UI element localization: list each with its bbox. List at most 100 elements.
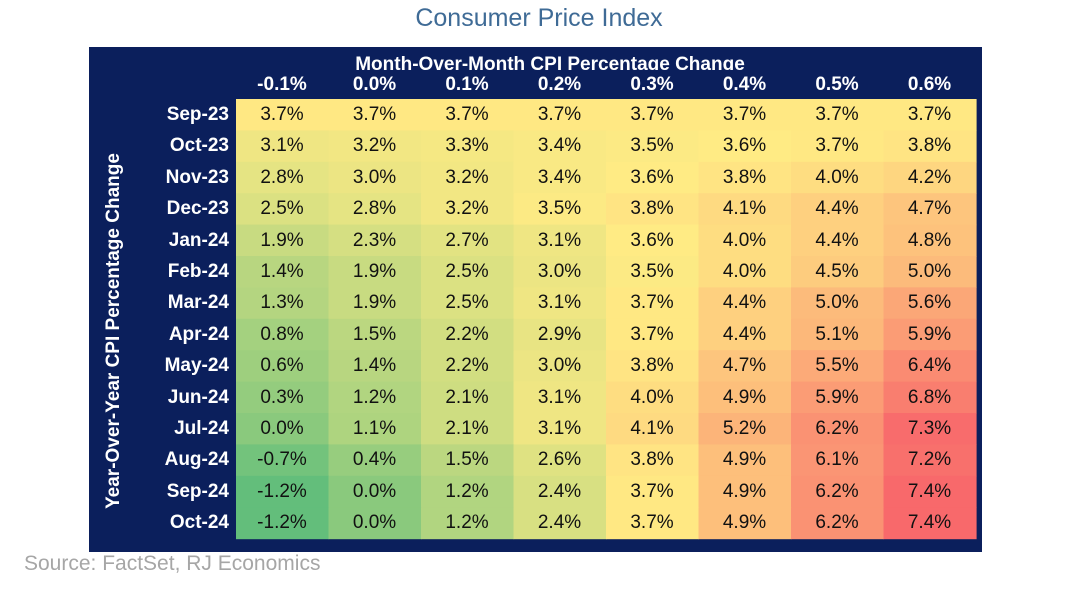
cell-value: 2.5% — [445, 261, 489, 282]
cell-value: 0.4% — [352, 449, 397, 471]
row-label: Aug-24 — [164, 449, 229, 471]
cell-value: 6.1% — [815, 449, 859, 471]
chart-title: Consumer Price Index — [415, 4, 663, 32]
cell-value: 2.5% — [445, 292, 489, 314]
cell-value: 4.7% — [722, 355, 767, 377]
heatmap-cell — [513, 256, 607, 288]
cell-value: 3.7% — [907, 104, 952, 125]
row-label: Mar-24 — [167, 292, 229, 314]
cell-value: 4.9% — [722, 480, 767, 502]
heatmap-cell — [421, 381, 515, 414]
cell-value: 5.2% — [722, 418, 767, 439]
heatmap-cell — [328, 224, 422, 257]
cell-value: 4.4% — [722, 292, 767, 314]
cell-value: 1.9% — [260, 229, 304, 251]
cell-value: 3.5% — [630, 261, 674, 282]
heatmap-cell — [698, 350, 792, 383]
cell-value: 4.9% — [722, 512, 767, 534]
cell-value: 3.7% — [630, 512, 674, 534]
heatmap-cell — [236, 99, 330, 131]
heatmap-cell — [513, 475, 607, 508]
heatmap-cell — [698, 161, 792, 194]
heatmap-cell — [883, 99, 977, 131]
cell-value: 1.9% — [352, 292, 397, 314]
heatmap-cell — [513, 99, 607, 131]
heatmap-cell — [791, 224, 885, 257]
cell-value: 7.2% — [907, 449, 952, 471]
heatmap-cell — [513, 318, 607, 351]
heatmap-cell — [236, 161, 330, 194]
heatmap-cell — [236, 475, 330, 508]
heatmap-cell — [328, 287, 422, 320]
heatmap-cell — [883, 161, 977, 194]
row-label: Feb-24 — [167, 261, 229, 282]
cell-value: 4.0% — [722, 261, 767, 282]
cell-value: 3.8% — [907, 135, 952, 157]
heatmap-cell — [606, 413, 700, 445]
heatmap-cell — [236, 444, 330, 477]
cell-value: 1.5% — [352, 323, 397, 345]
cell-value: 3.5% — [537, 198, 582, 220]
heatmap-cell — [791, 130, 885, 163]
cell-value: 0.0% — [352, 512, 397, 534]
cell-value: 1.2% — [352, 386, 397, 408]
heatmap-cell — [328, 475, 422, 508]
heatmap-cell — [883, 287, 977, 320]
heatmap-cell — [883, 350, 977, 383]
cell-value: 6.2% — [815, 480, 859, 502]
cell-value: 3.7% — [630, 292, 674, 314]
cell-value: 7.4% — [907, 480, 952, 502]
heatmap-cell — [513, 507, 607, 540]
cell-value: 4.7% — [907, 198, 952, 220]
heatmap-cell — [236, 287, 330, 320]
heatmap-cell — [791, 381, 885, 414]
heatmap-cell — [883, 475, 977, 508]
cell-value: 3.1% — [537, 386, 582, 408]
cell-value: 3.0% — [352, 166, 397, 188]
heatmap-cell — [606, 193, 700, 226]
cell-value: 6.8% — [907, 386, 952, 408]
row-label: Oct-24 — [169, 512, 229, 534]
cell-value: 3.3% — [445, 135, 489, 157]
column-label: 0.3% — [630, 74, 674, 95]
heatmap-cell — [883, 193, 977, 226]
heatmap-cell — [421, 224, 515, 257]
heatmap-cell — [791, 99, 885, 131]
heatmap-cell — [421, 99, 515, 131]
cell-value: 3.8% — [630, 449, 674, 471]
heatmap-cell — [328, 256, 422, 288]
cell-value: 4.1% — [630, 418, 674, 439]
heatmap-cell — [236, 318, 330, 351]
heatmap-cell — [883, 413, 977, 445]
cell-value: 2.5% — [260, 198, 304, 220]
column-label: 0.1% — [445, 74, 489, 95]
column-label: 0.5% — [815, 74, 859, 95]
heatmap-cell — [791, 413, 885, 445]
heatmap-cell — [236, 256, 330, 288]
cell-value: 2.3% — [352, 229, 397, 251]
cell-value: 2.1% — [445, 386, 489, 408]
cell-value: 1.4% — [260, 261, 304, 282]
heatmap-cell — [328, 444, 422, 477]
heatmap-cell — [606, 130, 700, 163]
heatmap-cell — [606, 99, 700, 131]
heatmap-cell — [236, 507, 330, 540]
cell-value: 3.6% — [630, 166, 674, 188]
heatmap-cell — [606, 256, 700, 288]
cell-value: 1.4% — [352, 355, 397, 377]
heatmap-cell — [698, 130, 792, 163]
heatmap-cell — [791, 444, 885, 477]
cell-value: 1.5% — [445, 449, 489, 471]
cell-value: 4.5% — [815, 261, 859, 282]
cell-value: 5.1% — [815, 323, 859, 345]
cell-value: 4.0% — [630, 386, 674, 408]
cell-value: 4.9% — [722, 386, 767, 408]
heatmap-cell — [883, 381, 977, 414]
cell-value: 1.3% — [260, 292, 304, 314]
cell-value: 3.8% — [722, 166, 767, 188]
heatmap-cell — [698, 224, 792, 257]
heatmap-cell — [606, 287, 700, 320]
source-note: Source: FactSet, RJ Economics — [24, 552, 321, 575]
heatmap-cell — [513, 413, 607, 445]
